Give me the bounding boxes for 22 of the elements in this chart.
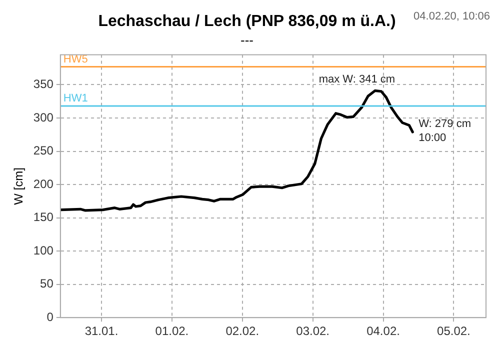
x-tick-label: 01.02. xyxy=(155,324,189,338)
chart-title: Lechaschau / Lech (PNP 836,09 m ü.A.) xyxy=(98,13,396,30)
y-tick-label: 200 xyxy=(33,176,54,191)
y-tick-label: 250 xyxy=(33,144,54,158)
y-tick-label: 150 xyxy=(33,210,54,224)
x-tick-label: 05.02. xyxy=(437,324,470,338)
chart-subtitle: --- xyxy=(240,32,254,48)
y-tick-label: 50 xyxy=(40,276,54,291)
x-tick-label: 02.02. xyxy=(226,324,260,338)
y-tick-label: 100 xyxy=(33,243,54,258)
annotation: max W: 341 cm xyxy=(318,73,396,86)
x-tick-label: 31.01. xyxy=(84,324,118,338)
ref-line-label: HW1 xyxy=(63,92,88,105)
annotation: W: 279 cm 10:00 xyxy=(418,118,471,144)
y-tick-label: 350 xyxy=(33,77,54,92)
ref-line-label: HW5 xyxy=(63,53,88,66)
x-tick-label: 03.02. xyxy=(296,324,330,338)
y-axis-title: W [cm] xyxy=(12,168,26,205)
x-tick-label: 04.02. xyxy=(366,324,400,338)
text: 04.02.20, 10:06 xyxy=(414,10,490,23)
y-tick-label: 300 xyxy=(33,110,54,124)
y-tick-label: 0 xyxy=(46,310,54,324)
